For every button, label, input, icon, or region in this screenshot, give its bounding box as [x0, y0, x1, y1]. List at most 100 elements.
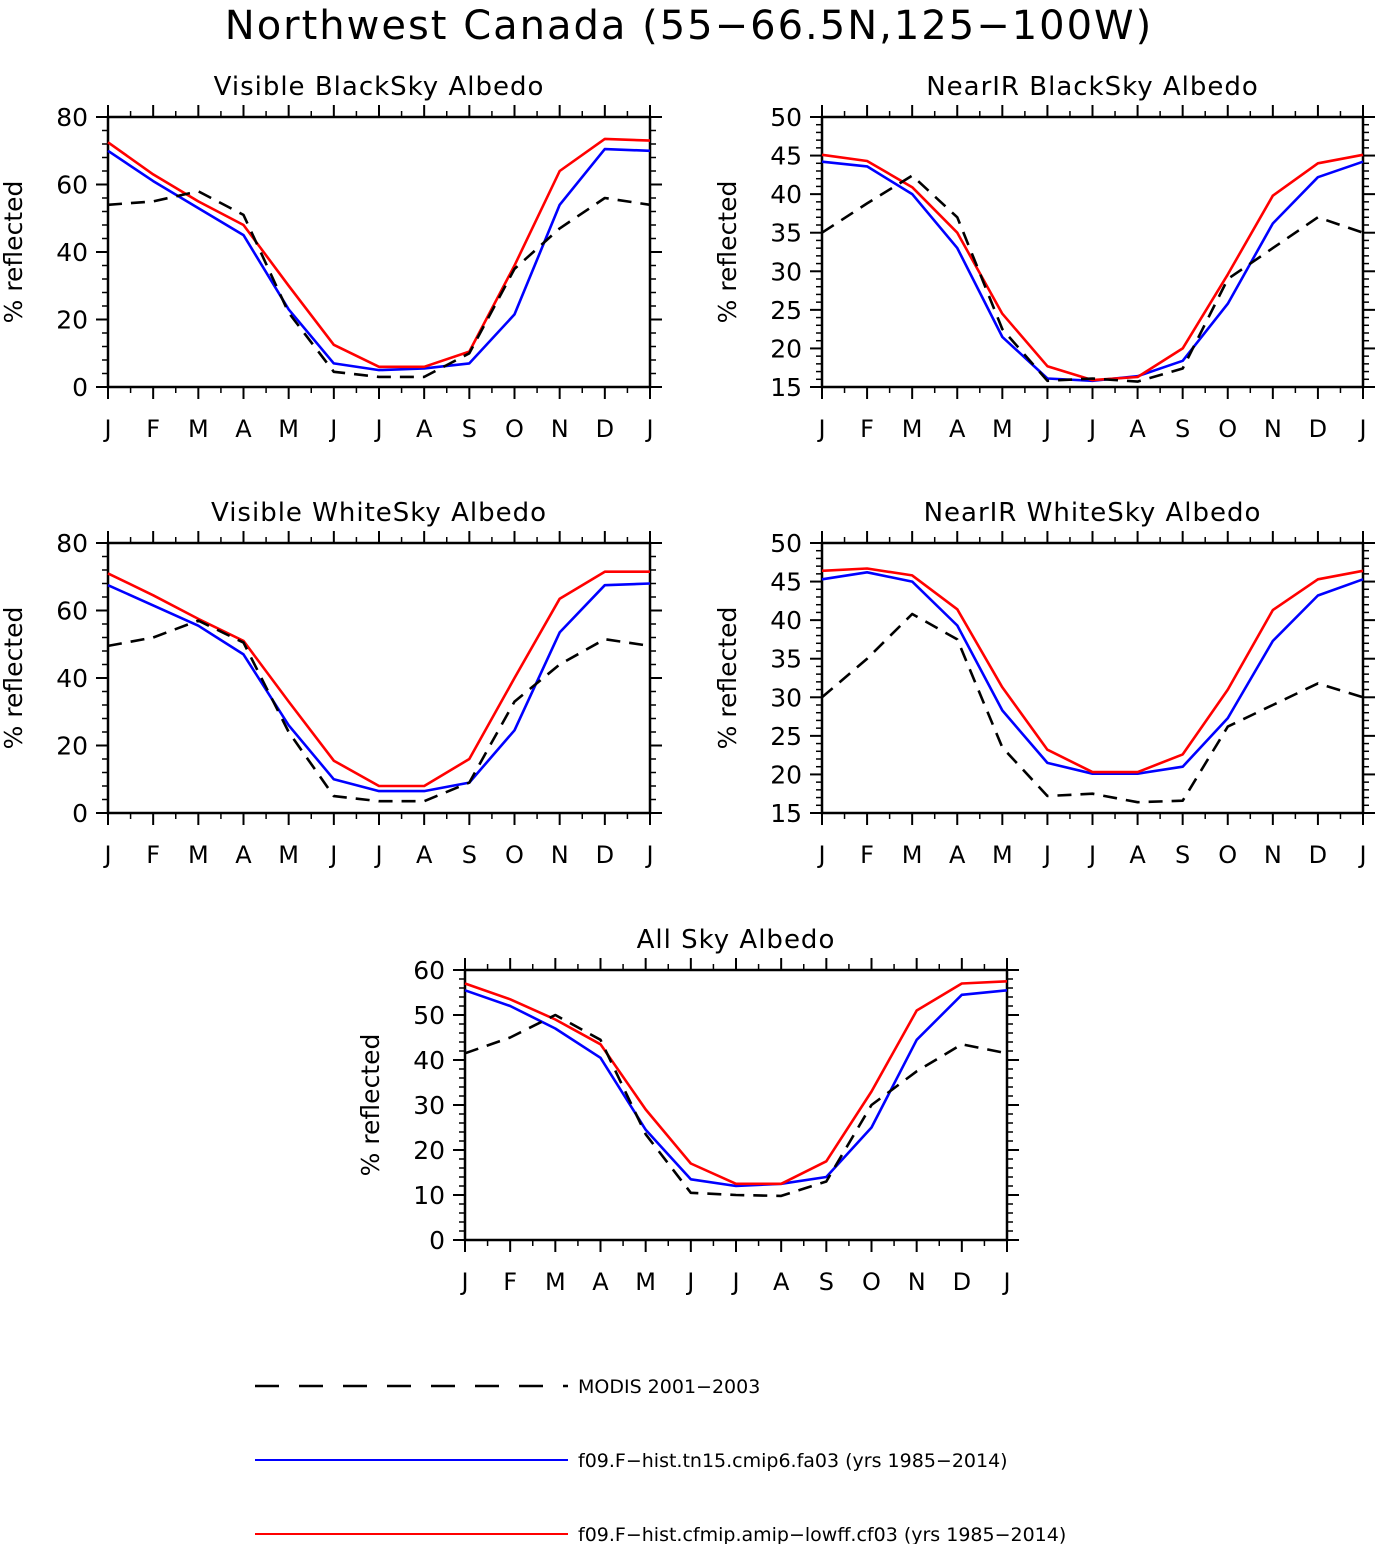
x-tick-label: J [644, 415, 653, 443]
x-tick-label: A [1129, 841, 1146, 869]
y-tick-label: 20 [56, 306, 88, 335]
y-tick-label: 25 [770, 722, 802, 751]
x-tick-label: F [146, 415, 160, 443]
y-tick-label: 20 [413, 1136, 445, 1165]
y-axis-label: % reflected [713, 607, 742, 750]
series-line-modis [107, 619, 651, 803]
y-tick-label: 60 [56, 597, 88, 626]
x-tick-label: D [596, 841, 614, 869]
x-tick-label: J [1087, 415, 1096, 443]
x-tick-label: J [816, 841, 825, 869]
series-line-fa03 [821, 570, 1364, 776]
series-line-fa03 [107, 147, 651, 372]
x-tick-label: M [278, 841, 299, 869]
y-tick-label: 10 [413, 1181, 445, 1210]
x-tick-label: J [328, 415, 337, 443]
y-tick-label: 30 [770, 683, 802, 712]
x-tick-label: M [278, 415, 299, 443]
x-tick-label: M [992, 415, 1013, 443]
x-tick-label: M [545, 1268, 566, 1296]
x-tick-label: D [1309, 841, 1327, 869]
y-tick-label: 45 [770, 568, 802, 597]
x-tick-label: A [235, 415, 252, 443]
legend: MODIS 2001−2003 f09.F−hist.tn15.cmip6.fa0… [255, 1376, 1066, 1544]
series-line-cf03 [821, 567, 1364, 774]
plot-frame [463, 968, 1009, 1242]
y-axis-label: % reflected [356, 1034, 385, 1177]
x-tick-label: M [188, 841, 209, 869]
series-line-fa03 [107, 582, 651, 793]
x-tick-label: O [1218, 415, 1237, 443]
y-tick-label: 0 [72, 799, 88, 828]
plot-frame [106, 115, 652, 389]
y-tick-label: 40 [770, 606, 802, 635]
y-tick-label: 35 [770, 645, 802, 674]
x-tick-label: S [1175, 415, 1190, 443]
series-line-modis [464, 1013, 1008, 1198]
x-tick-label: O [505, 415, 524, 443]
y-tick-label: 30 [770, 257, 802, 286]
series-line-fa03 [821, 160, 1364, 383]
y-tick-label: 0 [72, 373, 88, 402]
x-tick-label: A [949, 841, 966, 869]
x-tick-label: J [1042, 841, 1051, 869]
legend-label-cf03: f09.F−hist.cfmip.amip−lowff.cf03 (yrs 19… [578, 1524, 1066, 1544]
figure-title: Northwest Canada (55−66.5N,125−100W) [224, 3, 1154, 49]
y-tick-label: 20 [56, 732, 88, 761]
y-tick-label: 40 [413, 1046, 445, 1075]
y-tick-label: 0 [429, 1226, 445, 1255]
y-tick-label: 50 [770, 103, 802, 132]
x-tick-label: J [816, 415, 825, 443]
x-tick-label: D [1309, 415, 1327, 443]
x-tick-label: F [860, 841, 874, 869]
x-tick-label: O [505, 841, 524, 869]
x-tick-label: N [1264, 841, 1282, 869]
x-tick-label: M [902, 415, 923, 443]
x-tick-label: F [146, 841, 160, 869]
y-tick-label: 50 [413, 1001, 445, 1030]
x-tick-label: J [328, 841, 337, 869]
x-tick-label: N [1264, 415, 1282, 443]
x-tick-label: O [862, 1268, 881, 1296]
x-tick-label: J [685, 1268, 694, 1296]
x-tick-label: J [1087, 841, 1096, 869]
x-tick-label: N [551, 415, 569, 443]
x-tick-label: S [1175, 841, 1190, 869]
series-line-cf03 [107, 570, 650, 788]
series-line-fa03 [464, 989, 1008, 1188]
y-axis-label: % reflected [0, 181, 28, 324]
x-tick-label: A [1129, 415, 1146, 443]
y-tick-label: 60 [56, 171, 88, 200]
x-tick-label: M [902, 841, 923, 869]
y-axis-label: % reflected [713, 181, 742, 324]
x-tick-label: J [102, 415, 111, 443]
x-tick-label: M [188, 415, 209, 443]
x-tick-label: J [1042, 415, 1051, 443]
series-line-modis [107, 190, 651, 379]
x-tick-label: J [730, 1268, 739, 1296]
y-tick-label: 80 [56, 529, 88, 558]
x-tick-label: J [644, 841, 653, 869]
x-tick-label: M [992, 841, 1013, 869]
x-tick-label: S [462, 415, 477, 443]
series-line-modis [821, 174, 1364, 383]
y-tick-label: 20 [770, 334, 802, 363]
x-tick-label: A [416, 415, 433, 443]
y-tick-label: 35 [770, 219, 802, 248]
x-tick-label: A [773, 1268, 790, 1296]
x-tick-label: S [462, 841, 477, 869]
x-tick-label: J [373, 415, 382, 443]
series-line-cf03 [464, 980, 1008, 1186]
y-tick-label: 60 [413, 956, 445, 985]
y-tick-label: 20 [770, 760, 802, 789]
series-line-cf03 [107, 137, 651, 369]
x-tick-label: F [860, 415, 874, 443]
x-tick-label: A [416, 841, 433, 869]
x-tick-label: J [373, 841, 382, 869]
x-tick-label: F [503, 1268, 517, 1296]
